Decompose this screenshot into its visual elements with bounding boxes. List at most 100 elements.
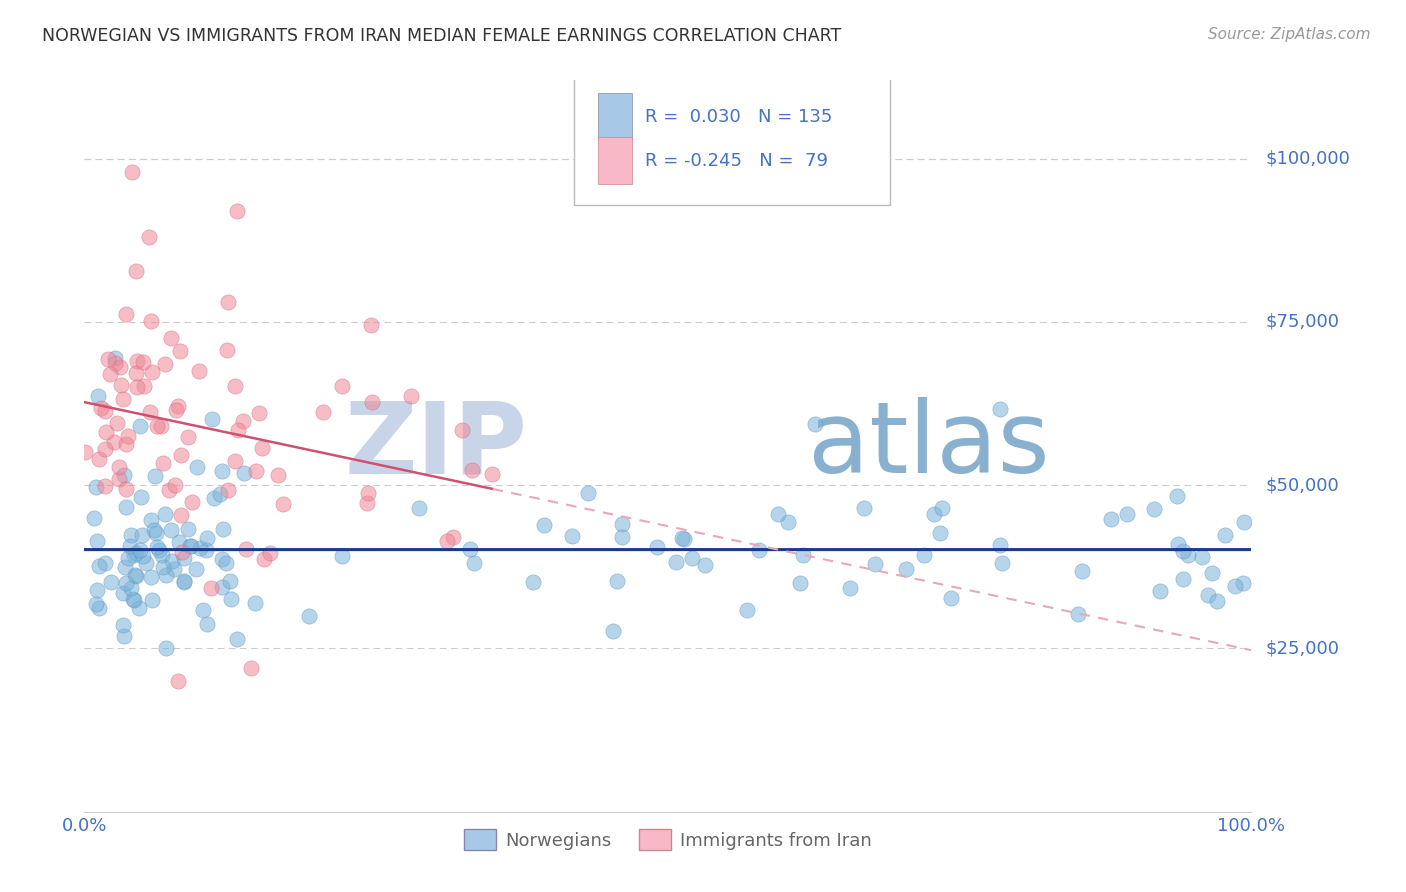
Point: [87, 601, 110, 615]
Point: [177, 430, 200, 444]
Point: [224, 454, 246, 468]
Point: [104, 355, 127, 369]
Point: [103, 434, 125, 449]
Point: [107, 472, 129, 486]
Point: [111, 586, 134, 600]
FancyBboxPatch shape: [598, 137, 631, 184]
Text: ZIP: ZIP: [344, 398, 527, 494]
Point: [399, 389, 422, 403]
Point: [612, 530, 634, 544]
Point: [124, 548, 146, 562]
Point: [115, 307, 138, 321]
Point: [219, 591, 242, 606]
Point: [139, 404, 162, 418]
Text: $75,000: $75,000: [1265, 313, 1340, 331]
Text: NORWEGIAN VS IMMIGRANTS FROM IRAN MEDIAN FEMALE EARNINGS CORRELATION CHART: NORWEGIAN VS IMMIGRANTS FROM IRAN MEDIAN…: [42, 27, 841, 45]
Point: [240, 661, 263, 675]
Point: [146, 540, 169, 554]
Point: [200, 581, 222, 595]
Point: [522, 574, 544, 589]
Point: [1071, 564, 1094, 578]
Point: [1171, 572, 1194, 586]
Text: R = -0.245   N =  79: R = -0.245 N = 79: [644, 152, 828, 169]
Point: [247, 406, 270, 420]
Point: [117, 551, 139, 566]
Point: [1143, 502, 1166, 516]
Legend: Norwegians, Immigrants from Iran: Norwegians, Immigrants from Iran: [457, 822, 879, 857]
Point: [245, 464, 267, 478]
Point: [146, 419, 169, 434]
Point: [202, 491, 225, 505]
Point: [186, 459, 208, 474]
Point: [173, 575, 195, 590]
Point: [169, 343, 191, 358]
Point: [121, 164, 143, 178]
Point: [1233, 516, 1256, 530]
Point: [103, 351, 125, 366]
Point: [129, 490, 152, 504]
Point: [988, 402, 1011, 417]
Text: atlas: atlas: [808, 398, 1049, 494]
Point: [141, 365, 163, 379]
Point: [1101, 512, 1123, 526]
Point: [481, 467, 503, 481]
Point: [155, 568, 177, 582]
Point: [312, 405, 335, 419]
Point: [357, 486, 380, 500]
Point: [153, 358, 176, 372]
Point: [193, 603, 215, 617]
Point: [1115, 507, 1137, 521]
Point: [125, 366, 148, 380]
Point: [180, 494, 202, 508]
Point: [273, 497, 295, 511]
Point: [120, 539, 142, 553]
Point: [155, 641, 177, 656]
Point: [561, 528, 583, 542]
Point: [122, 593, 145, 607]
Point: [165, 403, 187, 417]
Point: [297, 609, 319, 624]
Point: [114, 500, 136, 515]
Point: [645, 540, 668, 554]
Text: $50,000: $50,000: [1265, 476, 1339, 494]
Point: [112, 629, 135, 643]
Point: [211, 464, 233, 478]
Point: [141, 570, 163, 584]
Point: [173, 574, 195, 588]
Point: [225, 203, 247, 218]
Point: [124, 568, 146, 582]
Point: [177, 522, 200, 536]
Point: [97, 351, 120, 366]
Point: [1197, 588, 1219, 602]
Point: [131, 528, 153, 542]
Point: [108, 360, 131, 375]
Point: [863, 558, 886, 572]
Point: [150, 548, 173, 562]
Point: [89, 559, 111, 574]
Point: [612, 516, 634, 531]
Point: [125, 569, 148, 583]
Point: [215, 557, 238, 571]
Point: [148, 542, 170, 557]
Point: [152, 559, 174, 574]
Point: [139, 314, 162, 328]
Point: [153, 507, 176, 521]
Point: [361, 395, 384, 409]
Point: [695, 558, 717, 572]
Point: [232, 415, 254, 429]
Text: Source: ZipAtlas.com: Source: ZipAtlas.com: [1208, 27, 1371, 42]
Point: [184, 562, 207, 576]
FancyBboxPatch shape: [575, 77, 890, 204]
Point: [195, 617, 218, 632]
Point: [922, 508, 945, 522]
Point: [792, 548, 814, 562]
Point: [120, 527, 142, 541]
Point: [1149, 584, 1171, 599]
Text: $100,000: $100,000: [1265, 150, 1350, 168]
Point: [160, 331, 183, 345]
Point: [929, 526, 952, 541]
Point: [458, 542, 481, 557]
Point: [141, 513, 163, 527]
Point: [115, 482, 138, 496]
Point: [138, 230, 160, 244]
